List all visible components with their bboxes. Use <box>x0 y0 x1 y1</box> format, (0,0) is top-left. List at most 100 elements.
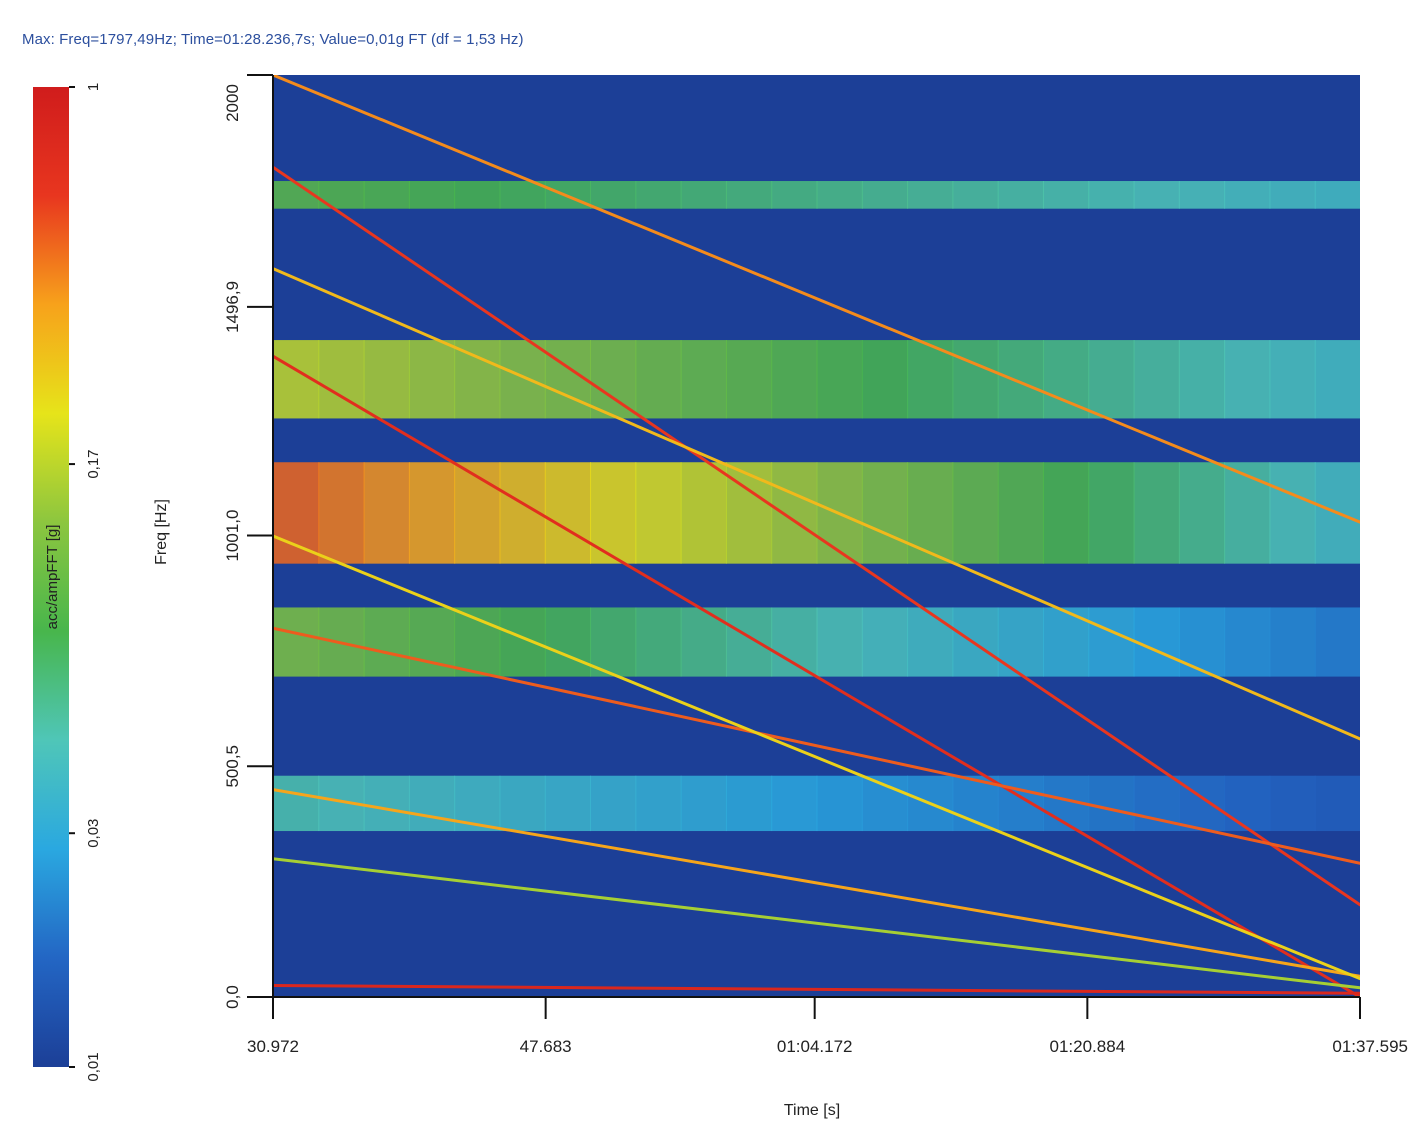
colorbar <box>33 87 69 1067</box>
order-trace <box>273 788 1360 978</box>
y-tick-label: 1496,9 <box>223 281 242 333</box>
order-trace <box>273 165 1360 907</box>
heatmap-band-cell <box>680 607 727 677</box>
heatmap-band-cell <box>590 607 637 677</box>
heatmap-band-cell <box>1088 340 1135 419</box>
max-info-header: Max: Freq=1797,49Hz; Time=01:28.236,7s; … <box>22 31 524 48</box>
heatmap-band-cell <box>1133 181 1180 209</box>
heatmap-band-cell <box>1269 340 1316 419</box>
heatmap-band-cell <box>273 462 320 564</box>
heatmap-band-cell <box>408 181 456 209</box>
order-trace <box>273 983 1360 995</box>
x-axis-ticks: 30.972 47.683 01:04.172 01:20.884 01:37.595 <box>247 997 1408 1056</box>
heatmap-band-cell <box>1088 462 1135 564</box>
y-tick-label: 0,0 <box>223 985 242 1009</box>
y-axis-title: Freq [Hz] <box>153 499 170 565</box>
heatmap-band-cell <box>952 181 999 209</box>
heatmap-band-cell <box>544 462 592 564</box>
heatmap-band-cell <box>499 340 546 419</box>
heatmap-band-cell <box>1224 462 1271 564</box>
heatmap-band-cell <box>771 340 818 419</box>
heatmap-band-cell <box>454 462 501 564</box>
heatmap-band-cell <box>1133 462 1180 564</box>
heatmap-band-cell <box>861 462 909 564</box>
heatmap-band-cell <box>861 607 909 677</box>
heatmap-band-cell <box>1178 607 1226 677</box>
heatmap-band-cell <box>635 607 682 677</box>
heatmap-band-cell <box>363 181 410 209</box>
heatmap-band-cell <box>1088 181 1135 209</box>
heatmap-band-cell <box>725 181 773 209</box>
colorbar-tick-label: 0,01 <box>85 1052 102 1081</box>
heatmap-band-cell <box>816 340 863 419</box>
heatmap-band-cell <box>1088 775 1135 832</box>
heatmap-band-cell <box>816 775 863 832</box>
heatmap-band-cell <box>499 607 546 677</box>
heatmap-band-cell <box>499 775 546 832</box>
heatmap-band-cell <box>1133 607 1180 677</box>
y-tick-label: 500,5 <box>223 745 242 788</box>
heatmap-band-cell <box>454 340 501 419</box>
heatmap-band-cell <box>363 340 410 419</box>
order-trace <box>273 75 1360 524</box>
heatmap-band-cell <box>454 181 501 209</box>
heatmap-band-cell <box>997 340 1044 419</box>
heatmap-band-cell <box>725 607 773 677</box>
heatmap-band-cell <box>680 181 727 209</box>
heatmap-band-cell <box>1178 181 1226 209</box>
heatmap-band-cell <box>997 181 1044 209</box>
heatmap-band-cell <box>1178 462 1226 564</box>
heatmap-band-cell <box>363 462 410 564</box>
heatmap-band-cell <box>1224 607 1271 677</box>
heatmap-band-cell <box>1314 340 1360 419</box>
heatmap-band-cell <box>408 462 456 564</box>
heatmap-band-cell <box>861 340 909 419</box>
heatmap-band-cell <box>590 181 637 209</box>
heatmap-band-cell <box>1224 181 1271 209</box>
heatmap-band-cell <box>1314 775 1360 832</box>
heatmap-band-cell <box>273 775 320 832</box>
heatmap-band-cell <box>635 775 682 832</box>
heatmap-band-cell <box>680 340 727 419</box>
heatmap-band-cell <box>907 181 954 209</box>
colorbar-tick-label: 0,17 <box>85 449 102 478</box>
colorbar-label: acc/ampFFT [g] <box>44 525 61 630</box>
heatmap-band-cell <box>408 775 456 832</box>
heatmap-band-cell <box>952 340 999 419</box>
colorbar-tick-label: 1 <box>85 83 102 91</box>
x-tick-label: 30.972 <box>247 1037 299 1056</box>
heatmap-band-cell <box>318 181 365 209</box>
heatmap-band-cell <box>771 181 818 209</box>
heatmap-band-cell <box>635 462 682 564</box>
x-axis-title: Time [s] <box>784 1102 840 1119</box>
heatmap-band-cell <box>544 607 592 677</box>
order-trace <box>273 534 1360 981</box>
heatmap-band-cell <box>363 775 410 832</box>
heatmap-band-cell <box>318 462 365 564</box>
heatmap-band-cell <box>725 775 773 832</box>
heatmap-band-cell <box>1269 181 1316 209</box>
x-tick-label: 01:20.884 <box>1050 1037 1126 1056</box>
y-axis-ticks: 0,0 500,5 1001,0 1496,9 2000 <box>223 74 273 1009</box>
heatmap-band-cell <box>771 607 818 677</box>
heatmap-band-cell <box>997 462 1044 564</box>
order-trace <box>273 267 1360 741</box>
heatmap-band-cell <box>997 775 1044 832</box>
heatmap-band-cell <box>1224 340 1271 419</box>
heatmap-band-cell <box>816 181 863 209</box>
heatmap-band-cell <box>907 607 954 677</box>
y-tick-label: 2000 <box>223 84 242 122</box>
heatmap-band-cell <box>363 607 410 677</box>
heatmap-band-cell <box>1314 607 1360 677</box>
heatmap-layer <box>273 75 1360 997</box>
heatmap-band-cell <box>1042 340 1090 419</box>
heatmap-band-cell <box>952 607 999 677</box>
heatmap-band-cell <box>861 181 909 209</box>
heatmap-band-cell <box>680 462 727 564</box>
heatmap-band-cell <box>997 607 1044 677</box>
order-trace <box>273 354 1360 997</box>
heatmap-band-cell <box>590 775 637 832</box>
x-tick-label: 47.683 <box>520 1037 572 1056</box>
heatmap-band-cell <box>273 607 320 677</box>
